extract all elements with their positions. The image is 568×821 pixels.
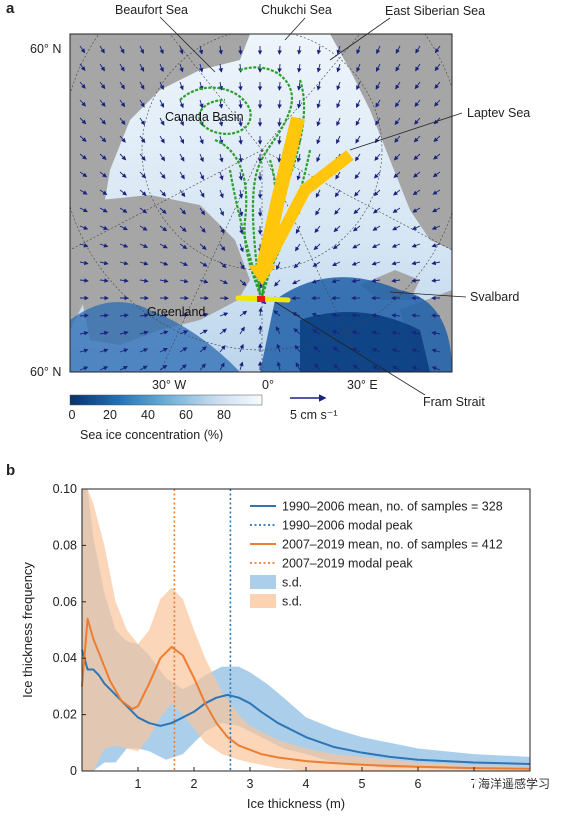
watermark: 海洋遥感学习 (474, 773, 554, 794)
legend: 1990–2006 mean, no. of samples = 328 1990… (250, 500, 503, 609)
arctic-map: Beaufort Sea Chukchi Sea East Siberian S… (0, 0, 568, 450)
colorbar-ticks: 0 20 40 60 80 (69, 408, 231, 422)
legend-label-3: 2007–2019 modal peak (282, 557, 413, 571)
label-lat-top: 60° N (30, 42, 61, 56)
drift-vector-10 (279, 46, 280, 54)
drift-vector-29 (279, 64, 280, 72)
label-east-siberian-sea: East Siberian Sea (385, 4, 485, 18)
arctic-map-panel: Beaufort Sea Chukchi Sea East Siberian S… (0, 0, 568, 450)
cb-tick-20: 20 (103, 408, 117, 422)
cb-tick-0: 0 (69, 408, 76, 422)
legend-label-4: s.d. (282, 576, 302, 590)
cb-tick-40: 40 (141, 408, 155, 422)
y-tick-label-1: 0.02 (53, 708, 77, 722)
colorbar (70, 395, 262, 405)
label-chukchi-sea: Chukchi Sea (261, 3, 332, 17)
label-lon-30e: 30° E (347, 378, 378, 392)
y-tick-label-5: 0.10 (53, 482, 77, 496)
label-lat-bottom: 60° N (30, 365, 61, 379)
label-lon-0: 0° (262, 378, 274, 392)
y-tick-label-3: 0.06 (53, 595, 77, 609)
legend-swatch-4 (250, 575, 276, 589)
legend-swatch-5 (250, 594, 276, 608)
y-tick-label-4: 0.08 (53, 538, 77, 552)
legend-label-2: 2007–2019 mean, no. of samples = 412 (282, 538, 503, 552)
x-tick-label-2: 3 (247, 777, 254, 791)
label-laptev-sea: Laptev Sea (467, 106, 530, 120)
legend-label-0: 1990–2006 mean, no. of samples = 328 (282, 500, 503, 514)
label-lon-30w: 30° W (152, 378, 186, 392)
label-beaufort-sea: Beaufort Sea (115, 3, 188, 17)
legend-label-5: s.d. (282, 595, 302, 609)
x-axis-label: Ice thickness (m) (247, 796, 345, 811)
ice-thickness-chart-panel: 00.020.040.060.080.1012345678Ice thickne… (0, 462, 568, 816)
cb-tick-80: 80 (217, 408, 231, 422)
y-tick-label-2: 0.04 (53, 651, 77, 665)
label-canada-basin: Canada Basin (165, 110, 244, 124)
cb-tick-60: 60 (179, 408, 193, 422)
x-tick-label-1: 2 (191, 777, 198, 791)
label-fram-strait: Fram Strait (423, 395, 485, 409)
fram-strait-gate-center (257, 296, 265, 302)
label-svalbard: Svalbard (470, 290, 519, 304)
colorbar-title: Sea ice concentration (%) (80, 428, 223, 442)
x-tick-label-0: 1 (135, 777, 142, 791)
y-axis-label: Ice thickness frequency (20, 562, 35, 698)
y-tick-label-0: 0 (70, 764, 77, 778)
label-greenland: Greenland (147, 305, 205, 319)
x-tick-label-4: 5 (359, 777, 366, 791)
ice-thickness-chart: 00.020.040.060.080.1012345678Ice thickne… (0, 462, 568, 816)
vector-scale-label: 5 cm s⁻¹ (290, 408, 338, 422)
x-tick-label-5: 6 (415, 777, 422, 791)
legend-label-1: 1990–2006 modal peak (282, 519, 413, 533)
x-tick-label-3: 4 (303, 777, 310, 791)
